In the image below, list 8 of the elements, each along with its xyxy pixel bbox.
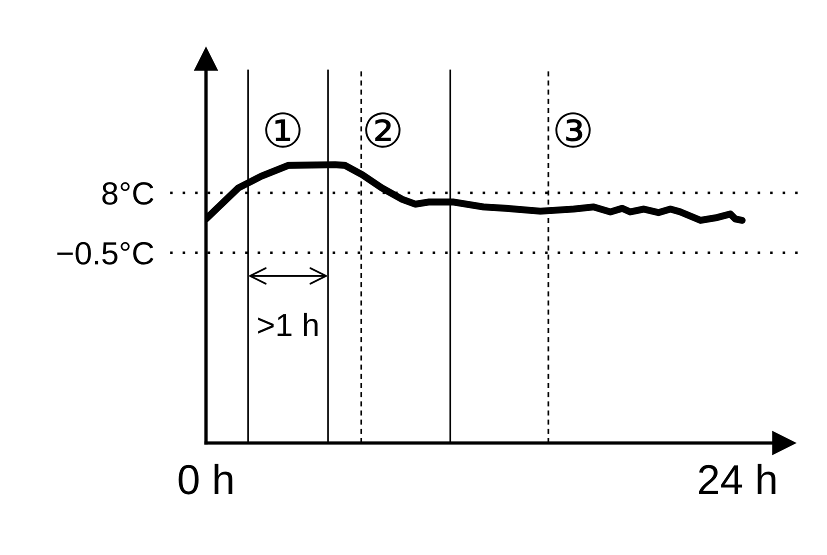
annotation: ② <box>365 112 401 148</box>
annotation: >1 h <box>258 312 318 336</box>
y-tick-label: −0.5°C <box>57 242 154 265</box>
x-tick-label: 24 h <box>699 464 776 494</box>
y-tick-label: 8°C <box>102 182 154 205</box>
x-tick-label: 0 h <box>178 464 232 494</box>
annotation: ① <box>265 112 301 148</box>
annotation: ③ <box>555 112 591 148</box>
